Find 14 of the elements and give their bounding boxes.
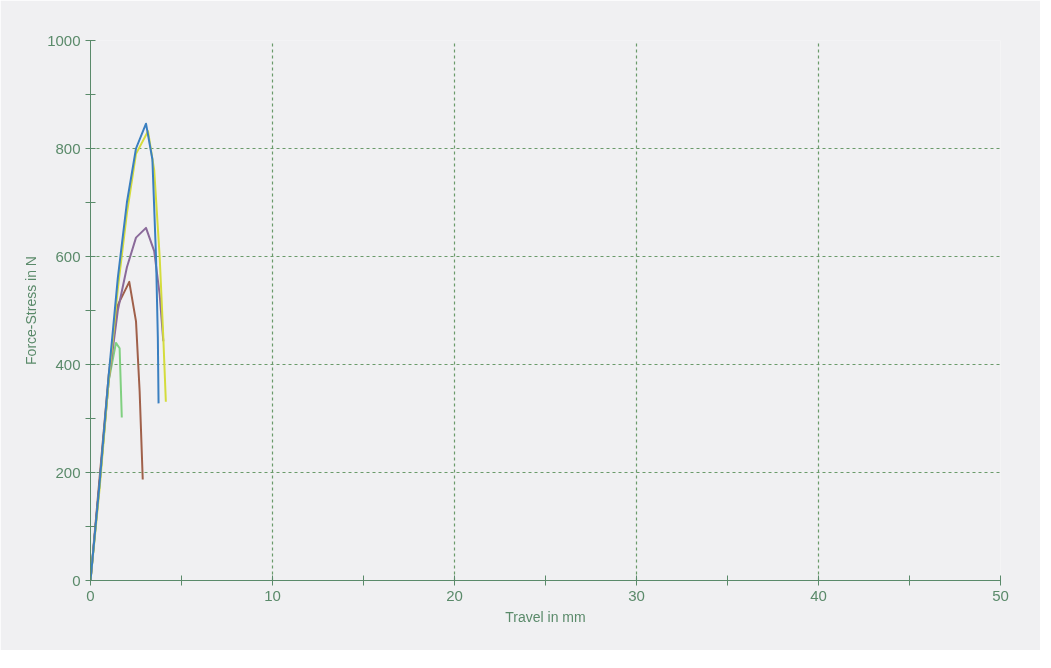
- x-tick-label: 20: [446, 586, 463, 604]
- y-tick-label: 600: [55, 247, 81, 265]
- y-tick-label: 200: [55, 463, 81, 481]
- y-axis-title: Force-Stress in N: [23, 256, 40, 365]
- x-tick-label: 30: [628, 586, 645, 604]
- x-tick-label: 50: [992, 586, 1009, 604]
- x-tick-label: 10: [264, 586, 281, 604]
- x-axis-title: Travel in mm: [505, 608, 586, 625]
- y-tick-label: 400: [55, 355, 81, 373]
- y-tick-label: 0: [72, 571, 81, 589]
- y-tick-label: 1000: [47, 31, 81, 49]
- x-tick-label: 0: [86, 586, 95, 604]
- y-tick-label: 800: [55, 139, 81, 157]
- x-tick-label: 40: [810, 586, 827, 604]
